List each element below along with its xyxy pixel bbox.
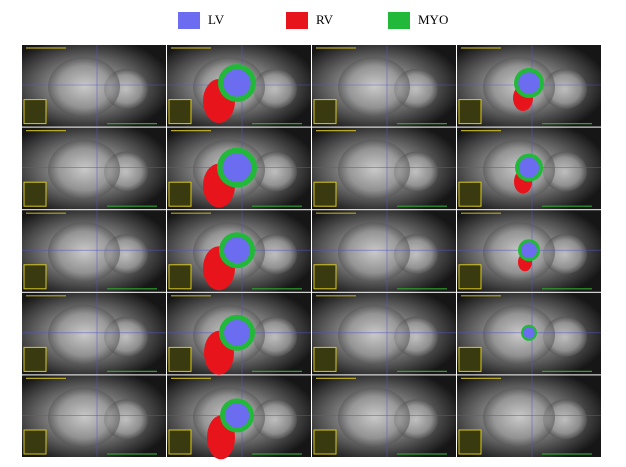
heart (48, 304, 120, 365)
organ (543, 234, 587, 275)
mri-slice (167, 127, 311, 210)
thumbnail (168, 346, 192, 372)
legend-swatch (388, 12, 410, 29)
legend-swatch (178, 12, 200, 29)
heart (338, 304, 410, 365)
thumbnail (168, 99, 192, 125)
thumbnail (313, 429, 337, 455)
mri-slice (312, 210, 456, 292)
thumbnail (458, 181, 482, 207)
heart (338, 387, 410, 448)
mri-slice (457, 375, 601, 457)
lv-mask (521, 242, 537, 259)
lv-mask (224, 403, 250, 428)
thumbnail (23, 99, 47, 125)
mri-slice (22, 210, 166, 292)
organ (543, 399, 587, 440)
organ (253, 316, 297, 357)
thumbnail (23, 429, 47, 455)
mri-slice (312, 45, 456, 127)
thumbnail (313, 181, 337, 207)
thumbnail (458, 346, 482, 372)
mri-slice (457, 210, 601, 292)
thumbnail (313, 264, 337, 290)
mri-slice (167, 375, 311, 460)
thumbnail (313, 99, 337, 125)
mri-slice (22, 127, 166, 210)
thumbnail (168, 264, 192, 290)
heart (48, 57, 120, 117)
organ (543, 151, 587, 192)
legend-label: RV (316, 12, 334, 27)
lv-mask (518, 72, 540, 94)
heart (338, 222, 410, 283)
mri-slice (22, 45, 166, 127)
thumbnail (458, 264, 482, 290)
thumbnail (23, 181, 47, 207)
organ (543, 69, 587, 109)
mri-slice (167, 45, 311, 127)
legend-label: LV (208, 12, 225, 27)
legend-label: MYO (418, 12, 448, 27)
heart (48, 139, 120, 200)
lv-mask (223, 69, 251, 97)
legend: LV RV MYO (178, 12, 448, 29)
thumbnail (458, 99, 482, 125)
organ (253, 234, 297, 275)
lv-mask (518, 157, 540, 178)
thumbnail (168, 181, 192, 207)
organ (253, 151, 297, 192)
lv-mask (224, 237, 250, 264)
thumbnail (23, 264, 47, 290)
lv-mask (523, 327, 535, 339)
heart (483, 304, 555, 365)
lv-mask (222, 153, 252, 182)
organ (253, 69, 297, 109)
organ (253, 399, 297, 440)
heart (338, 57, 410, 117)
mri-slice (312, 292, 456, 375)
mri-slice (312, 375, 456, 457)
lv-mask (224, 319, 250, 346)
mri-slice (167, 292, 311, 375)
mri-slice (457, 292, 601, 375)
heart (48, 222, 120, 283)
heart (338, 139, 410, 200)
image-grid (22, 45, 601, 460)
mri-slice (457, 127, 601, 210)
mri-slice (167, 210, 311, 292)
heart (483, 387, 555, 448)
thumbnail (458, 429, 482, 455)
organ (543, 316, 587, 357)
mri-slice (22, 375, 166, 457)
thumbnail (23, 346, 47, 372)
mri-slice (312, 127, 456, 210)
mri-slice (457, 45, 601, 127)
thumbnail (313, 346, 337, 372)
heart (48, 387, 120, 448)
mri-slice (22, 292, 166, 375)
legend-swatch (286, 12, 308, 29)
thumbnail (168, 429, 192, 455)
